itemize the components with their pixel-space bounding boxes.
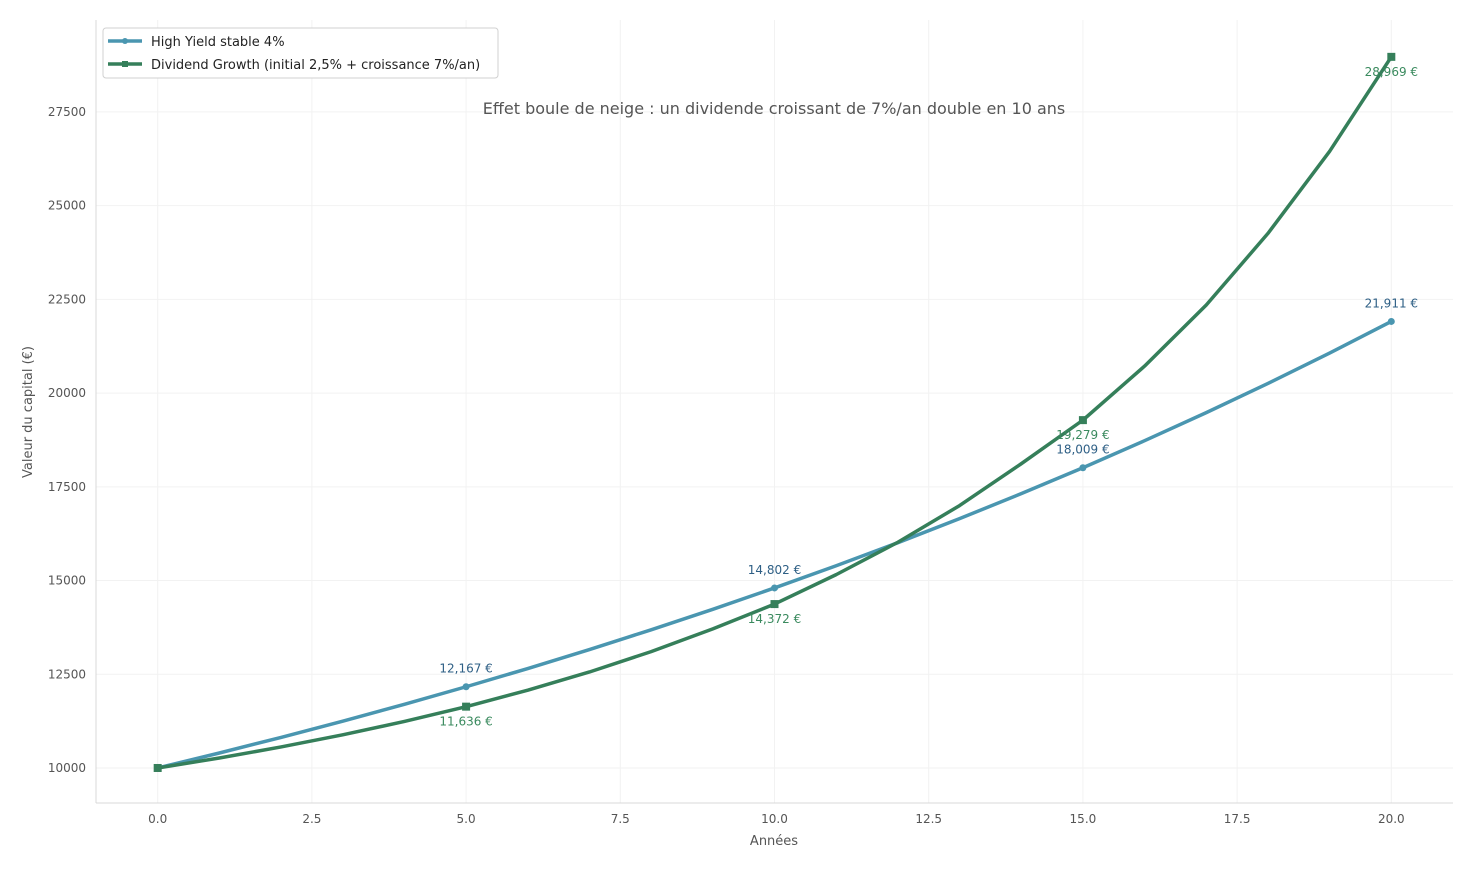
data-label: 28,969 € xyxy=(1365,65,1418,79)
data-point xyxy=(1079,464,1087,472)
grid xyxy=(96,20,1453,803)
x-tick-label: 17.5 xyxy=(1224,812,1251,826)
data-point xyxy=(1078,416,1087,425)
legend: High Yield stable 4% Dividend Growth (in… xyxy=(102,27,499,79)
axes xyxy=(95,20,1453,804)
data-label: 12,167 € xyxy=(439,662,492,676)
data-label: 14,372 € xyxy=(748,612,801,626)
x-tick-label: 5.0 xyxy=(457,812,476,826)
data-point xyxy=(153,763,162,772)
data-point xyxy=(462,702,471,711)
legend-marker-dividend-growth xyxy=(122,61,128,67)
y-tick-label: 12500 xyxy=(48,667,86,681)
y-axis-label: Valeur du capital (€) xyxy=(21,346,36,478)
data-point xyxy=(462,683,470,691)
series-1 xyxy=(153,52,1396,772)
x-tick-label: 15.0 xyxy=(1070,812,1097,826)
x-tick-label: 20.0 xyxy=(1378,812,1405,826)
y-tick-label: 22500 xyxy=(48,292,86,306)
x-tick-label: 0.0 xyxy=(148,812,167,826)
y-tick-label: 27500 xyxy=(48,105,86,119)
y-tick-label: 17500 xyxy=(48,480,86,494)
data-label: 21,911 € xyxy=(1365,296,1418,310)
legend-box xyxy=(102,27,499,79)
y-tick-label: 20000 xyxy=(48,386,86,400)
legend-label-dividend-growth: Dividend Growth (initial 2,5% + croissan… xyxy=(151,58,480,73)
data-label: 19,279 € xyxy=(1056,428,1109,442)
data-label: 14,802 € xyxy=(748,563,801,577)
x-tick-label: 2.5 xyxy=(302,812,321,826)
data-label: 11,636 € xyxy=(439,715,492,729)
y-tick-label: 25000 xyxy=(48,199,86,213)
data-point xyxy=(1387,52,1396,61)
data-point xyxy=(770,600,779,609)
data-point xyxy=(1387,317,1395,325)
data-point xyxy=(771,584,778,592)
x-axis-label: Années xyxy=(750,834,798,849)
y-tick-label: 15000 xyxy=(48,574,86,588)
legend-marker-high-yield xyxy=(122,38,128,44)
y-tick-label: 10000 xyxy=(48,761,86,775)
annotation-text: Effet boule de neige : un dividende croi… xyxy=(483,99,1066,118)
x-tick-label: 7.5 xyxy=(611,812,630,826)
x-tick-label: 12.5 xyxy=(915,812,942,826)
legend-label-high-yield: High Yield stable 4% xyxy=(151,35,285,50)
data-label: 18,009 € xyxy=(1056,443,1109,457)
y-tick-labels: 10000 12500 15000 17500 20000 22500 25000 27500 xyxy=(48,105,86,775)
x-tick-label: 10.0 xyxy=(761,812,788,826)
x-tick-labels: 0.0 2.5 5.0 7.5 10.0 12.5 15.0 17.5 20.0 xyxy=(148,812,1405,826)
